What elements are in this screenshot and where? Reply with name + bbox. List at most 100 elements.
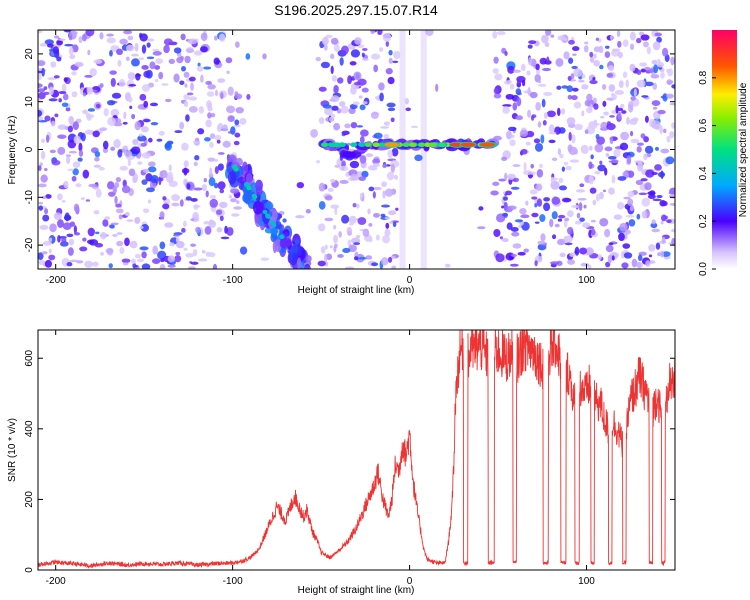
spectrogram-field — [38, 30, 675, 269]
noise-blob — [110, 77, 116, 87]
noise-blob — [362, 47, 368, 51]
noise-blob — [56, 39, 63, 46]
noise-blob — [147, 137, 153, 143]
noise-blob — [40, 174, 48, 183]
noise-blob — [566, 210, 574, 218]
noise-blob — [105, 248, 114, 254]
noise-blob — [567, 94, 573, 100]
noise-blob — [158, 176, 162, 186]
signal-blob — [237, 176, 247, 184]
noise-blob — [595, 193, 601, 202]
noise-blob — [632, 117, 639, 122]
noise-blob — [127, 72, 136, 81]
noise-blob — [214, 166, 219, 175]
noise-blob — [48, 98, 58, 102]
noise-blob — [113, 139, 121, 149]
noise-blob — [79, 246, 88, 252]
noise-blob — [372, 163, 380, 168]
noise-blob — [657, 171, 666, 178]
noise-blob — [150, 175, 159, 184]
noise-blob — [52, 46, 60, 55]
noise-blob — [164, 222, 174, 228]
noise-blob — [99, 83, 104, 88]
noise-blob — [510, 186, 520, 190]
noise-blob — [608, 242, 614, 246]
signal-peak — [402, 142, 410, 148]
x-tick-label: 100 — [578, 576, 595, 587]
noise-blob — [68, 47, 74, 55]
noise-blob — [147, 166, 157, 173]
noise-blob — [590, 219, 596, 223]
noise-blob — [554, 223, 560, 228]
noise-blob — [198, 106, 204, 114]
noise-blob — [193, 161, 198, 167]
noise-blob — [167, 264, 176, 268]
noise-blob — [375, 95, 381, 100]
noise-blob — [282, 218, 287, 223]
noise-blob — [157, 250, 167, 260]
noise-blob — [353, 242, 361, 246]
noise-blob — [95, 103, 101, 109]
noise-blob — [657, 109, 666, 115]
noise-blob — [42, 214, 50, 222]
noise-blob — [539, 163, 543, 168]
noise-blob — [543, 91, 553, 96]
noise-blob — [209, 133, 216, 139]
noise-blob — [128, 83, 137, 87]
noise-blob — [601, 84, 607, 90]
noise-blob — [588, 120, 598, 130]
noise-blob — [640, 68, 646, 73]
noise-blob — [633, 88, 637, 97]
noise-blob — [67, 247, 74, 256]
noise-blob — [333, 122, 341, 131]
noise-blob — [361, 58, 369, 62]
noise-blob — [373, 212, 380, 218]
noise-blob — [68, 150, 78, 154]
noise-blob — [586, 107, 593, 114]
noise-blob — [40, 226, 49, 230]
noise-blob — [158, 130, 165, 136]
noise-blob — [208, 252, 216, 258]
noise-blob — [58, 98, 62, 103]
noise-blob — [529, 91, 538, 99]
noise-blob — [651, 228, 661, 233]
noise-blob — [623, 196, 631, 200]
noise-blob — [542, 120, 547, 126]
noise-blob — [571, 65, 578, 70]
noise-blob — [611, 255, 615, 261]
noise-blob — [523, 170, 533, 176]
noise-blob — [617, 201, 625, 210]
colorbar-label: Normalized spectral amplitude — [738, 82, 749, 217]
noise-blob — [146, 56, 155, 60]
noise-blob — [361, 170, 369, 178]
noise-blob — [382, 32, 392, 42]
noise-blob — [65, 107, 71, 112]
noise-blob — [504, 51, 508, 56]
noise-blob — [509, 83, 515, 90]
noise-blob — [135, 72, 141, 81]
noise-blob — [496, 31, 506, 36]
noise-blob — [227, 115, 235, 123]
noise-blob — [38, 30, 43, 34]
noise-blob — [392, 60, 399, 64]
noise-blob — [40, 150, 46, 160]
noise-blob — [162, 203, 170, 210]
noise-blob — [385, 222, 390, 229]
noise-blob — [320, 246, 326, 254]
noise-blob — [347, 239, 352, 247]
noise-blob — [648, 254, 653, 258]
noise-blob — [45, 194, 52, 199]
noise-blob — [493, 93, 502, 99]
noise-blob — [219, 33, 226, 42]
noise-blob — [127, 96, 133, 103]
noise-blob — [511, 231, 520, 237]
noise-blob — [140, 126, 149, 133]
noise-blob — [654, 164, 662, 171]
noise-blob — [155, 58, 163, 65]
noise-blob — [168, 58, 176, 64]
noise-blob — [614, 89, 625, 96]
noise-blob — [204, 137, 211, 142]
noise-blob — [62, 93, 69, 101]
noise-blob — [492, 31, 498, 39]
noise-blob — [175, 240, 185, 249]
